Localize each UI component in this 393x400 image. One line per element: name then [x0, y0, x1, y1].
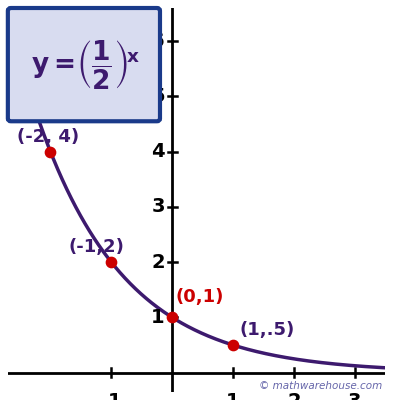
Text: 2: 2: [151, 253, 165, 272]
Text: 3: 3: [151, 198, 165, 216]
Text: 1: 1: [151, 308, 165, 327]
Text: -1: -1: [101, 392, 122, 400]
Text: 3: 3: [348, 392, 362, 400]
Text: 1: 1: [226, 392, 240, 400]
Text: 2: 2: [287, 392, 301, 400]
Text: (0,1): (0,1): [175, 288, 224, 306]
Point: [47, 148, 53, 155]
Text: © mathwarehouse.com: © mathwarehouse.com: [259, 381, 382, 391]
Point: [108, 259, 114, 265]
Text: (1,.5): (1,.5): [239, 321, 294, 339]
Text: 5: 5: [151, 87, 165, 106]
Text: (-2, 4): (-2, 4): [17, 128, 79, 146]
Text: 6: 6: [151, 32, 165, 51]
Text: 4: 4: [151, 142, 165, 161]
FancyBboxPatch shape: [8, 8, 160, 121]
Point: [169, 314, 175, 321]
Text: (-1,2): (-1,2): [69, 238, 125, 256]
Point: [230, 342, 236, 348]
Text: $\mathbf{y=\!\left(\dfrac{1}{2}\right)^{\!x}}$: $\mathbf{y=\!\left(\dfrac{1}{2}\right)^{…: [31, 38, 140, 91]
